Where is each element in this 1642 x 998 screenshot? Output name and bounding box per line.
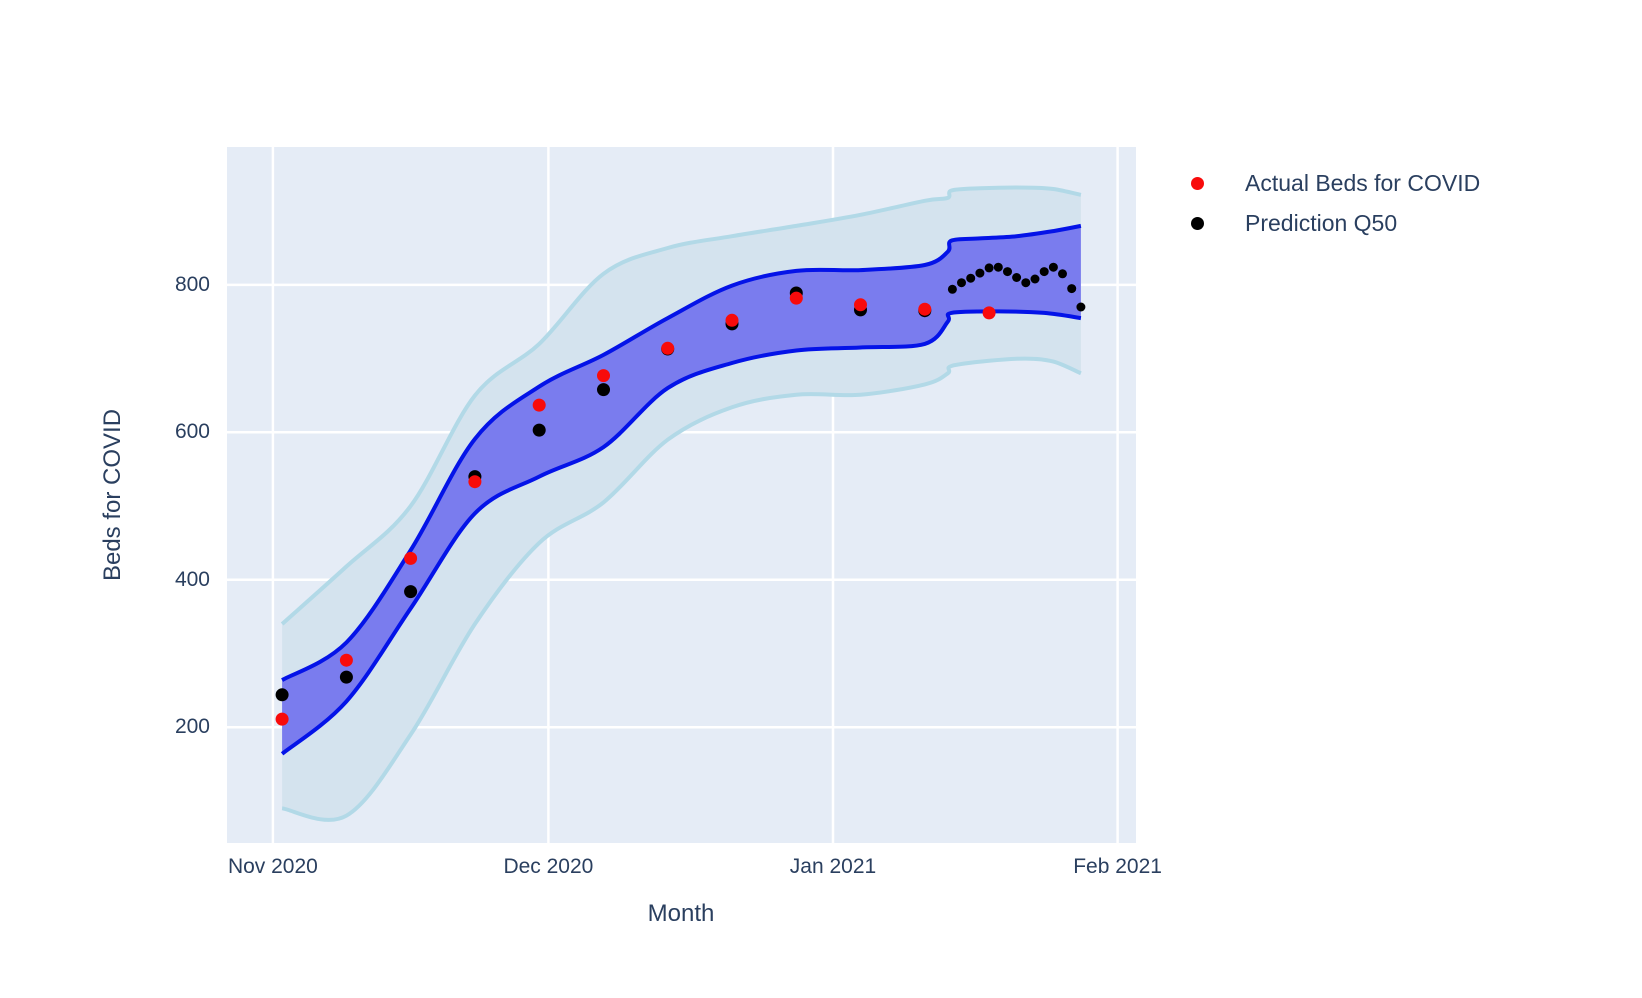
prediction-series-marker-icon [1191,216,1204,230]
prediction-q50-daily-point[interactable] [1021,278,1031,288]
x-tick-label: Jan 2021 [789,855,877,878]
prediction-q50-point[interactable] [404,585,418,599]
inner-prediction-band-lower-line [280,309,1082,756]
y-tick-label: 400 [174,567,210,591]
legend-label-prediction-q50: Prediction Q50 [1245,209,1398,236]
prediction-q50-daily-point[interactable] [975,268,985,278]
prediction-q50-daily-point[interactable] [1003,267,1012,277]
inner-prediction-band-upper-line [281,223,1082,682]
inner-prediction-band [280,223,1082,756]
prediction-q50-point[interactable] [532,423,546,437]
prediction-q50-daily-point[interactable] [957,278,966,288]
actual-beds [275,291,996,726]
actual-beds-point[interactable] [597,369,610,383]
prediction-q50-daily-point[interactable] [947,284,957,294]
prediction-q50-daily-point[interactable] [1067,284,1077,294]
legend-label-actual: Actual Beds for COVID [1245,169,1481,196]
x-tick-label: Feb 2021 [1073,855,1162,878]
actual-beds-point[interactable] [404,551,418,565]
legend: Actual Beds for COVID Prediction Q50 [1191,163,1480,243]
prediction-q50-daily-point[interactable] [966,273,976,283]
legend-item-prediction-q50[interactable]: Prediction Q50 [1191,203,1480,243]
inner-prediction-band-fill [282,225,1081,754]
prediction-q50-daily-point[interactable] [1012,273,1022,282]
outer-prediction-band-lower-line [281,356,1082,822]
actual-series-marker-icon [1191,176,1204,190]
actual-beds-point[interactable] [468,475,482,489]
prediction-q50-daily-point[interactable] [1058,269,1067,279]
prediction-q50-daily-point[interactable] [984,263,994,273]
actual-beds-point[interactable] [275,712,289,726]
actual-beds-point[interactable] [661,341,675,355]
prediction-q50-daily-point[interactable] [1039,267,1049,277]
prediction-q50-daily [947,262,1086,312]
prediction-q50-daily-point[interactable] [1048,262,1058,272]
prediction-q50-point[interactable] [597,383,610,397]
x-tick-label: Dec 2020 [503,855,594,878]
actual-beds-point[interactable] [982,306,996,320]
y-tick-label: 800 [174,272,210,296]
legend-item-actual[interactable]: Actual Beds for COVID [1191,163,1480,203]
actual-beds-point[interactable] [532,398,546,412]
y-axis-title: Beds for COVID [99,408,126,582]
y-tick-label: 200 [174,715,210,739]
x-axis-title: Month [647,900,715,927]
prediction-q50-daily-point[interactable] [1076,302,1086,312]
prediction-q50-daily-point[interactable] [1030,274,1040,284]
prediction-q50-point[interactable] [339,670,353,684]
actual-beds-point[interactable] [918,302,932,316]
x-tick-label: Nov 2020 [227,855,318,878]
y-tick-label: 600 [174,420,210,444]
prediction-q50-point[interactable] [275,688,289,702]
actual-beds-point[interactable] [725,313,739,327]
prediction-q50-daily-point[interactable] [993,262,1003,272]
actual-beds-point[interactable] [854,298,867,312]
actual-beds-point[interactable] [789,291,803,305]
actual-beds-point[interactable] [339,653,353,667]
outer-prediction-band-upper-line [280,185,1082,626]
